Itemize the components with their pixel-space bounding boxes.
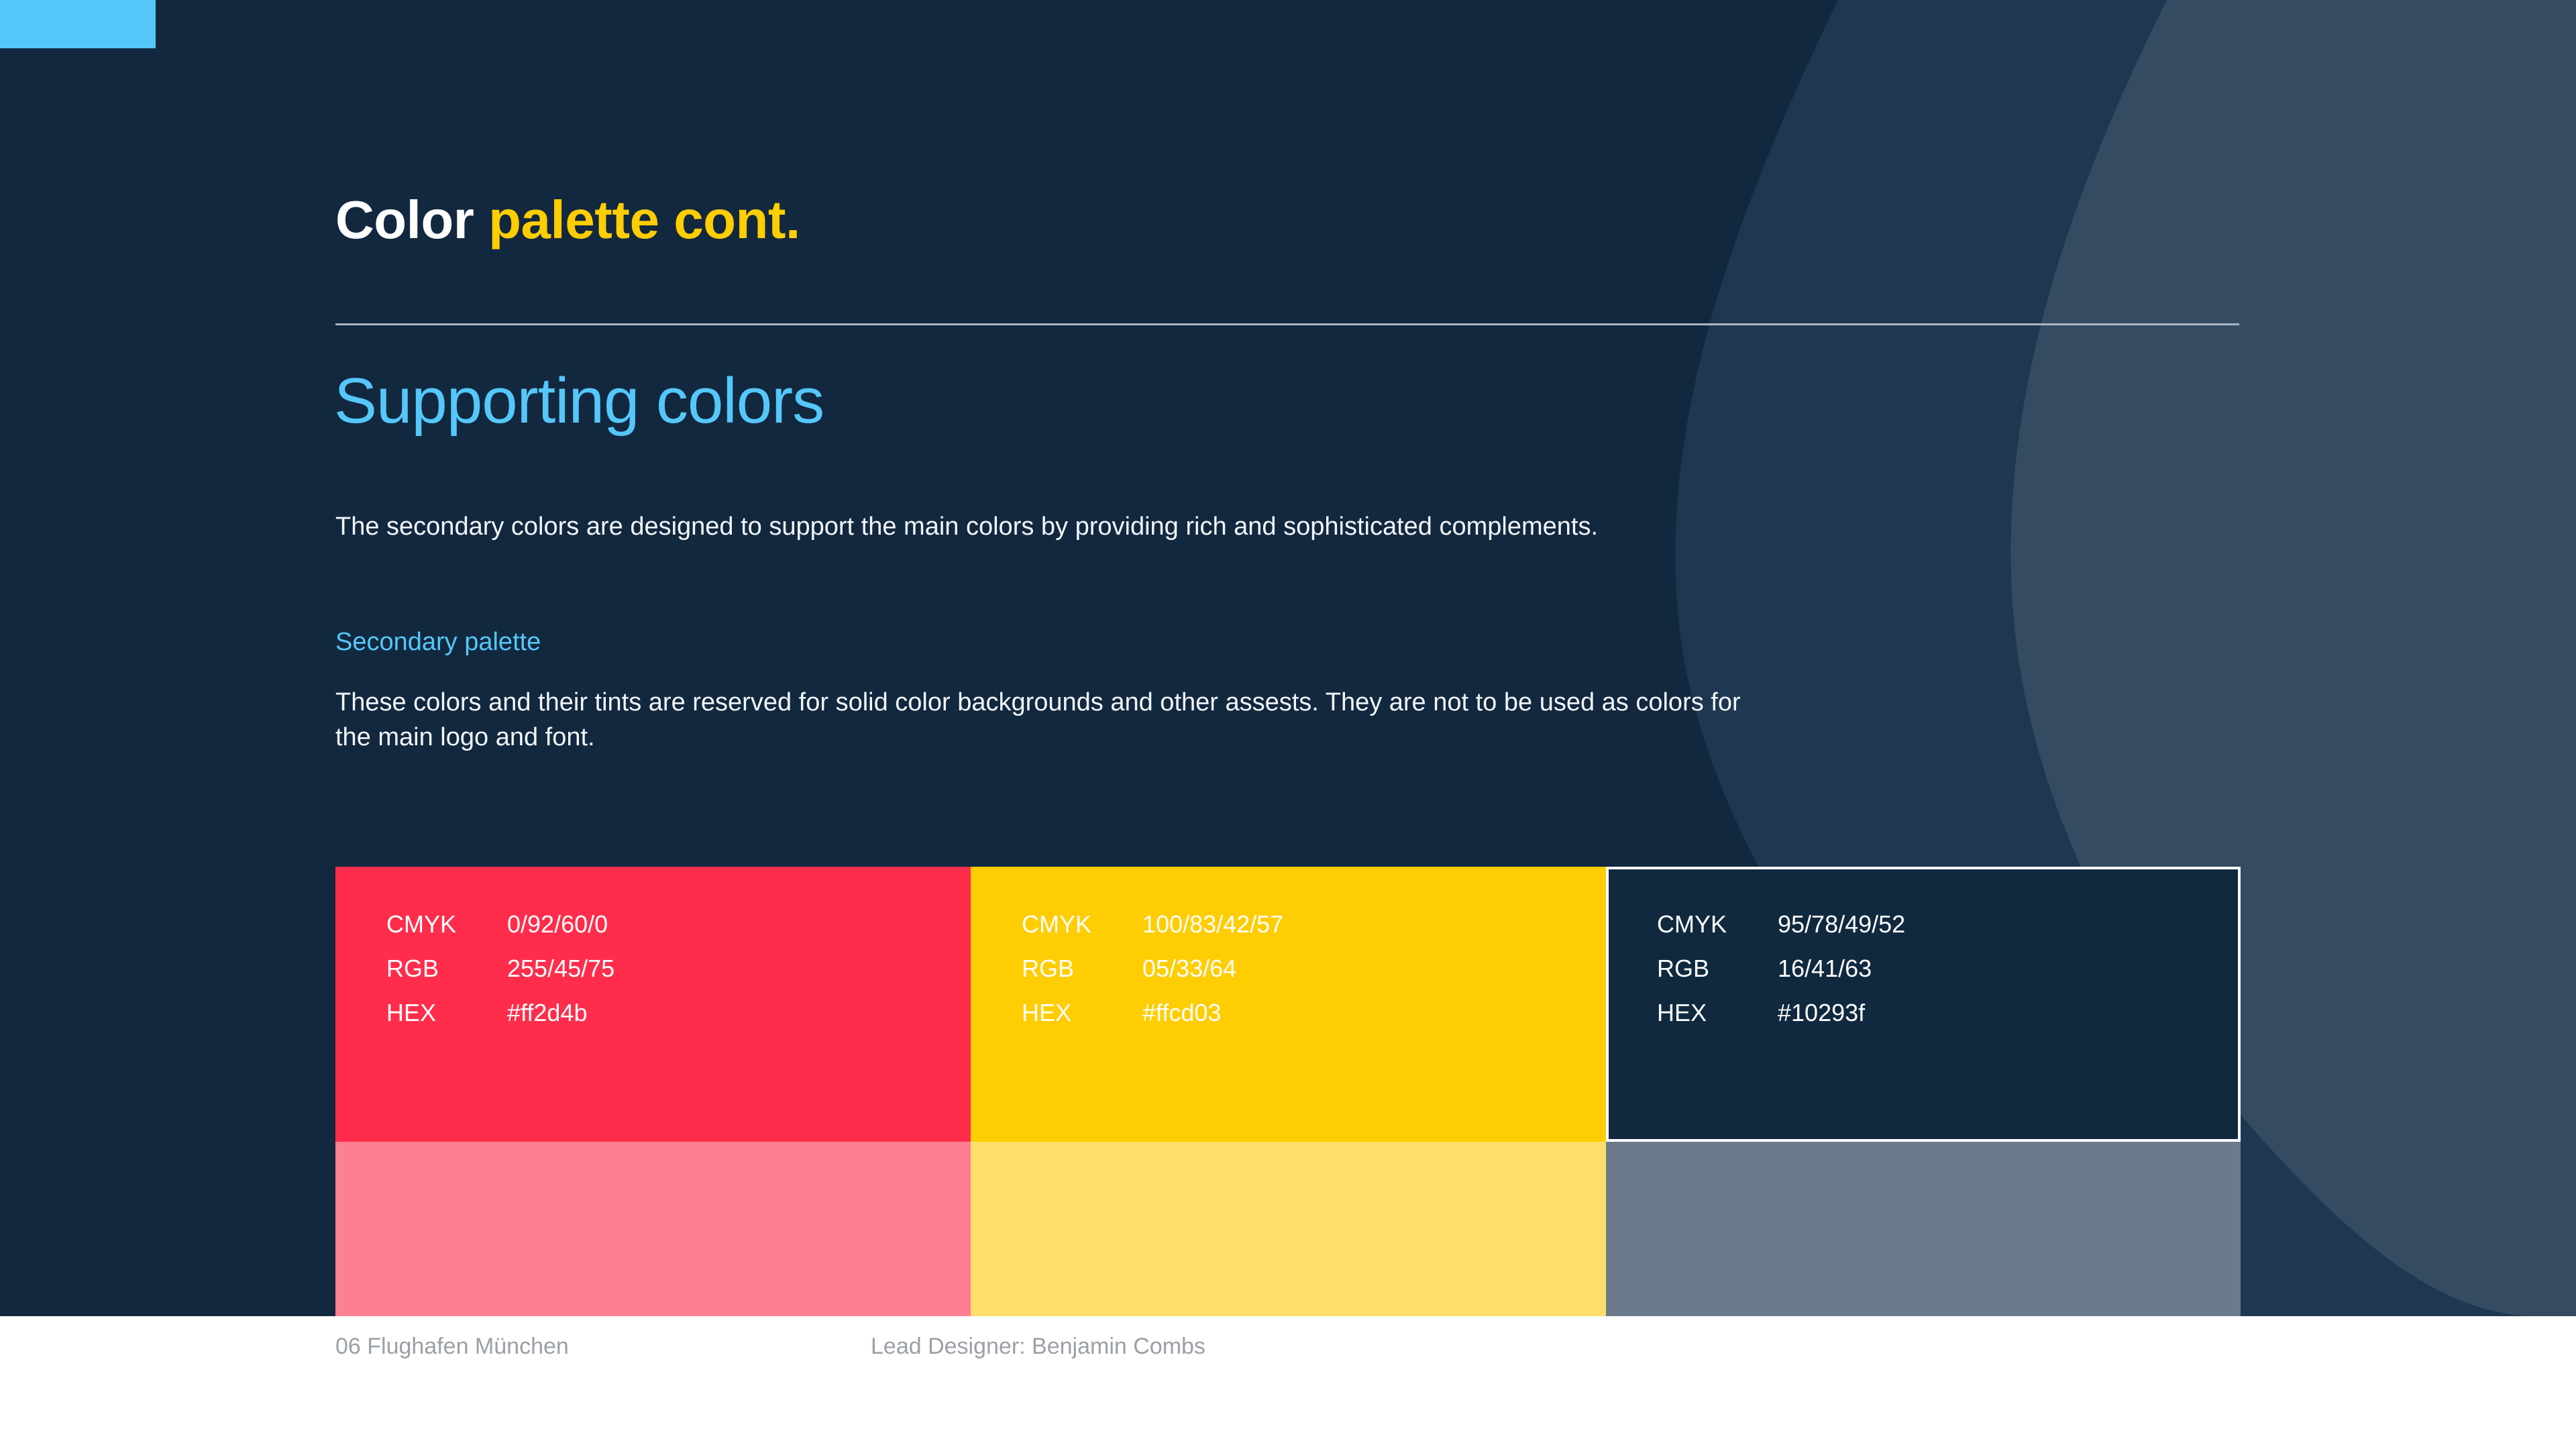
value-row-hex: HEX #ff2d4b bbox=[386, 1001, 614, 1025]
swatch-column-yellow: CMYK 100/83/42/57 RGB 05/33/64 HEX #ffcd… bbox=[971, 867, 1606, 1316]
title-divider bbox=[335, 323, 2239, 325]
value-row-rgb: RGB 05/33/64 bbox=[1022, 957, 1283, 981]
value-key-rgb: RGB bbox=[386, 955, 439, 982]
value-val-rgb: 05/33/64 bbox=[1142, 955, 1237, 982]
slide-canvas: Color palette cont. Supporting colors Th… bbox=[0, 0, 2576, 1316]
value-key-hex: HEX bbox=[386, 999, 437, 1026]
swatch-column-red: CMYK 0/92/60/0 RGB 255/45/75 HEX #ff2d4b bbox=[335, 867, 971, 1316]
value-row-hex: HEX #10293f bbox=[1657, 1001, 1905, 1025]
swatch-tint-navy bbox=[1606, 1142, 2241, 1316]
footer: 06 Flughafen München Lead Designer: Benj… bbox=[0, 1316, 2576, 1449]
swatch-values-red: CMYK 0/92/60/0 RGB 255/45/75 HEX #ff2d4b bbox=[386, 912, 614, 1025]
value-val-rgb: 255/45/75 bbox=[507, 955, 615, 982]
value-key-rgb: RGB bbox=[1657, 955, 1710, 982]
value-key-rgb: RGB bbox=[1022, 955, 1075, 982]
swatch-values-navy: CMYK 95/78/49/52 RGB 16/41/63 HEX #10293… bbox=[1657, 912, 1905, 1025]
color-swatch-grid: CMYK 0/92/60/0 RGB 255/45/75 HEX #ff2d4b bbox=[335, 867, 2241, 1316]
page-title: Color palette cont. bbox=[335, 193, 800, 247]
value-key-cmyk: CMYK bbox=[386, 910, 457, 938]
section-heading: Supporting colors bbox=[334, 365, 824, 437]
reserved-usage-paragraph: These colors and their tints are reserve… bbox=[335, 688, 1741, 751]
value-val-rgb: 16/41/63 bbox=[1778, 955, 1872, 982]
value-key-hex: HEX bbox=[1657, 999, 1707, 1026]
value-row-cmyk: CMYK 100/83/42/57 bbox=[1022, 912, 1283, 936]
accent-bar bbox=[0, 0, 156, 48]
value-key-cmyk: CMYK bbox=[1657, 910, 1727, 938]
intro-paragraph: The secondary colors are designed to sup… bbox=[335, 513, 1599, 541]
value-val-hex: #ffcd03 bbox=[1142, 999, 1222, 1026]
swatch-main-yellow: CMYK 100/83/42/57 RGB 05/33/64 HEX #ffcd… bbox=[971, 867, 1606, 1142]
footer-designer-credit: Lead Designer: Benjamin Combs bbox=[871, 1334, 1205, 1359]
value-key-hex: HEX bbox=[1022, 999, 1072, 1026]
page-title-primary: Color bbox=[335, 190, 474, 250]
footer-document-label: 06 Flughafen München bbox=[335, 1334, 569, 1359]
swatch-tint-yellow bbox=[971, 1142, 1606, 1316]
swatch-tint-red bbox=[335, 1142, 971, 1316]
swatch-main-red: CMYK 0/92/60/0 RGB 255/45/75 HEX #ff2d4b bbox=[335, 867, 971, 1142]
page-title-accent: palette cont. bbox=[488, 190, 800, 250]
swatch-values-yellow: CMYK 100/83/42/57 RGB 05/33/64 HEX #ffcd… bbox=[1022, 912, 1283, 1025]
value-val-cmyk: 100/83/42/57 bbox=[1142, 910, 1284, 938]
value-val-cmyk: 95/78/49/52 bbox=[1778, 910, 1906, 938]
value-val-cmyk: 0/92/60/0 bbox=[507, 910, 608, 938]
swatch-column-navy: CMYK 95/78/49/52 RGB 16/41/63 HEX #10293… bbox=[1606, 867, 2241, 1316]
swatch-main-navy: CMYK 95/78/49/52 RGB 16/41/63 HEX #10293… bbox=[1606, 867, 2241, 1142]
value-row-rgb: RGB 16/41/63 bbox=[1657, 957, 1905, 981]
value-row-cmyk: CMYK 0/92/60/0 bbox=[386, 912, 614, 936]
secondary-palette-label: Secondary palette bbox=[335, 628, 541, 656]
value-row-cmyk: CMYK 95/78/49/52 bbox=[1657, 912, 1905, 936]
value-val-hex: #ff2d4b bbox=[507, 999, 588, 1026]
value-row-hex: HEX #ffcd03 bbox=[1022, 1001, 1283, 1025]
value-key-cmyk: CMYK bbox=[1022, 910, 1092, 938]
value-row-rgb: RGB 255/45/75 bbox=[386, 957, 614, 981]
value-val-hex: #10293f bbox=[1778, 999, 1866, 1026]
